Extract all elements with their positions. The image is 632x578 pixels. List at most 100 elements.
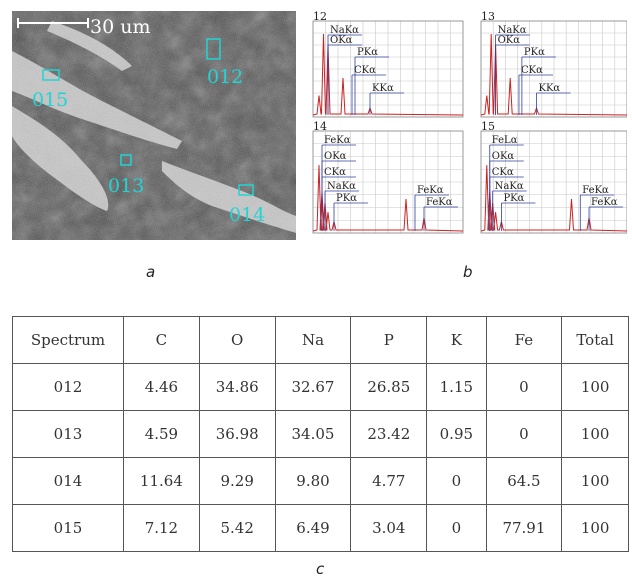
header-cell: C xyxy=(123,316,200,364)
eds-spectra-panel: 12 NaKα OKα PKα CKα KKα 13 NaKα OKα PKα CKα KKα 14 Fe… xyxy=(305,10,628,235)
table-cell: 012 xyxy=(12,363,124,411)
spot-015-marker xyxy=(42,69,60,81)
panel-label-a: a xyxy=(146,263,156,281)
spot-label-014: 014 xyxy=(229,204,265,226)
peak-label: KKα xyxy=(538,83,560,94)
peak-label: FeKα xyxy=(582,185,609,196)
table-cell: 0 xyxy=(426,457,487,505)
spot-label-015: 015 xyxy=(32,89,68,111)
spectrum-frame xyxy=(312,130,464,234)
header-cell: P xyxy=(350,316,428,364)
table-row: 014 11.64 9.29 9.80 4.77 0 64.5 100 xyxy=(12,457,629,505)
scale-bar-label: 30 um xyxy=(90,16,150,38)
header-cell: Total xyxy=(561,316,629,364)
table-cell: 0 xyxy=(485,410,563,458)
table-cell: 7.12 xyxy=(123,504,200,552)
header-cell: Na xyxy=(274,316,352,364)
peak-label: OKα xyxy=(324,151,347,162)
eds-spectra-svg: 12NaKαOKαPKαCKαKKα13NaKαOKαPKαCKαKKα14Fe… xyxy=(312,10,628,234)
table-cell: 0 xyxy=(485,363,563,411)
spot-013-marker xyxy=(120,154,132,166)
peak-label: PKα xyxy=(336,193,357,204)
spot-label-012: 012 xyxy=(207,66,243,88)
spectrum-frame xyxy=(312,20,464,118)
table-cell: 4.59 xyxy=(123,410,200,458)
header-cell: Fe xyxy=(485,316,563,364)
table-row: 015 7.12 5.42 6.49 3.04 0 77.91 100 xyxy=(12,504,629,552)
header-cell: K xyxy=(426,316,487,364)
peak-label: OKα xyxy=(330,35,353,46)
panel-label-b: b xyxy=(463,263,473,281)
spot-012-marker xyxy=(206,38,221,60)
table-cell: 0.95 xyxy=(426,410,487,458)
scale-bar xyxy=(17,18,89,28)
table-header-row: Spectrum C O Na P K Fe Total xyxy=(12,316,629,364)
peak-label: NaKα xyxy=(498,25,527,36)
table-row: 012 4.46 34.86 32.67 26.85 1.15 0 100 xyxy=(12,363,629,411)
peak-label: CKα xyxy=(492,167,514,178)
spectrum-number: 15 xyxy=(481,120,495,133)
header-cell: O xyxy=(198,316,276,364)
peak-label: CKα xyxy=(354,65,376,76)
table-cell: 100 xyxy=(561,457,629,505)
table-cell: 11.64 xyxy=(123,457,200,505)
table-cell: 26.85 xyxy=(350,363,428,411)
table-cell: 100 xyxy=(561,504,629,552)
peak-label: FeKα xyxy=(426,197,453,208)
sem-image-svg: 30 um 012 015 013 014 xyxy=(12,11,296,240)
peak-label: NaKα xyxy=(327,181,356,192)
peak-label: PKα xyxy=(524,47,545,58)
header-cell: Spectrum xyxy=(12,316,124,364)
table-row: 013 4.59 36.98 34.05 23.42 0.95 0 100 xyxy=(12,410,629,458)
sem-micrograph: 30 um 012 015 013 014 xyxy=(12,11,296,240)
table-cell: 4.77 xyxy=(350,457,428,505)
peak-label: NaKα xyxy=(330,25,359,36)
table-cell: 23.42 xyxy=(350,410,428,458)
table-cell: 34.86 xyxy=(198,363,276,411)
table-cell: 015 xyxy=(12,504,124,552)
table-cell: 5.42 xyxy=(198,504,276,552)
spectrum-trace xyxy=(312,165,464,232)
table-cell: 64.5 xyxy=(485,457,563,505)
sem-grain xyxy=(12,11,296,240)
spectrum-trace xyxy=(480,165,628,232)
spectrum-number: 13 xyxy=(481,11,495,23)
peak-label: CKα xyxy=(324,167,346,178)
table-cell: 014 xyxy=(12,457,124,505)
peak-label: FeLα xyxy=(492,135,518,146)
table-cell: 9.29 xyxy=(198,457,276,505)
peak-label: NaKα xyxy=(495,181,524,192)
peak-label: FeKα xyxy=(591,197,618,208)
table-cell: 9.80 xyxy=(274,457,352,505)
spot-label-013: 013 xyxy=(108,175,144,197)
spot-014-marker xyxy=(238,184,254,196)
table-cell: 34.05 xyxy=(274,410,352,458)
peak-label: FeKα xyxy=(417,185,444,196)
table-cell: 100 xyxy=(561,363,629,411)
spectrum-number: 14 xyxy=(313,120,327,133)
table-cell: 100 xyxy=(561,410,629,458)
peak-label: CKα xyxy=(521,65,543,76)
peak-label: OKα xyxy=(492,151,515,162)
table-cell: 36.98 xyxy=(198,410,276,458)
peak-label: PKα xyxy=(503,193,524,204)
peak-label: OKα xyxy=(498,35,521,46)
table-cell: 1.15 xyxy=(426,363,487,411)
composition-table: Spectrum C O Na P K Fe Total 012 4.46 34… xyxy=(12,316,629,552)
spectrum-number: 12 xyxy=(313,11,327,23)
table-cell: 77.91 xyxy=(485,504,563,552)
table-cell: 4.46 xyxy=(123,363,200,411)
table-cell: 013 xyxy=(12,410,124,458)
peak-label: KKα xyxy=(372,83,394,94)
table-cell: 3.04 xyxy=(350,504,428,552)
peak-label: FeKα xyxy=(324,135,351,146)
panel-label-c: c xyxy=(316,560,325,578)
table-cell: 0 xyxy=(426,504,487,552)
table-cell: 6.49 xyxy=(274,504,352,552)
peak-label: PKα xyxy=(357,47,378,58)
table-cell: 32.67 xyxy=(274,363,352,411)
